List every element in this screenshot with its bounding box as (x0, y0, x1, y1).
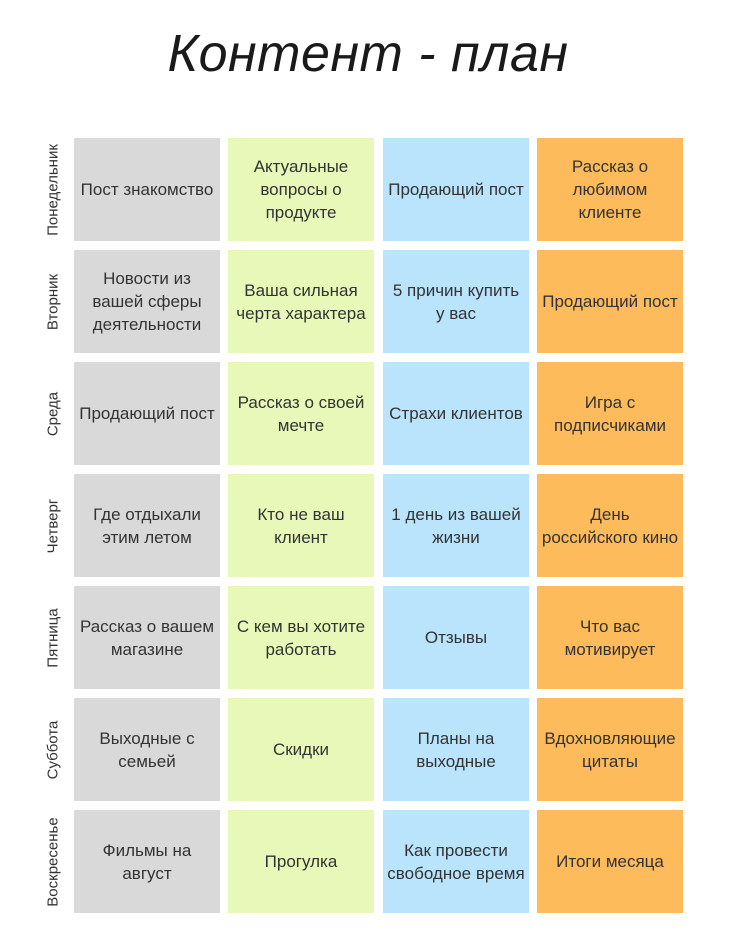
table-cell: 5 причин купить у вас (383, 250, 529, 353)
day-label-text: Понедельник (44, 143, 62, 236)
table-cell: Что вас мотивирует (537, 586, 683, 689)
day-label-text: Пятница (44, 607, 62, 668)
table-row: Среда Продающий пост Рассказ о своей меч… (0, 362, 736, 465)
table-cell: Вдохновляющие цитаты (537, 698, 683, 801)
table-cell: Планы на выходные (383, 698, 529, 801)
day-label: Четверг (38, 474, 68, 577)
day-label-text: Среда (44, 391, 62, 436)
day-label: Вторник (38, 250, 68, 353)
table-row: Пятница Рассказ о вашем магазине С кем в… (0, 586, 736, 689)
table-cell: Ваша сильная черта характера (228, 250, 374, 353)
table-cell: Скидки (228, 698, 374, 801)
table-cell: Отзывы (383, 586, 529, 689)
table-cell: Как провести свободное время (383, 810, 529, 913)
table-cell: Продающий пост (383, 138, 529, 241)
page-title: Контент - план (167, 25, 569, 83)
table-cell: Фильмы на август (74, 810, 220, 913)
table-cell: Новости из вашей сферы деятельности (74, 250, 220, 353)
table-cell: Кто не ваш клиент (228, 474, 374, 577)
table-cell: 1 день из вашей жизни (383, 474, 529, 577)
table-cell: Где отдыхали этим летом (74, 474, 220, 577)
table-cell: Пост знакомство (74, 138, 220, 241)
day-label: Понедельник (38, 138, 68, 241)
day-label: Воскресенье (38, 810, 68, 913)
table-cell: Страхи клиентов (383, 362, 529, 465)
day-label-text: Воскресенье (44, 816, 62, 907)
table-row: Четверг Где отдыхали этим летом Кто не в… (0, 474, 736, 577)
table-cell: С кем вы хотите работать (228, 586, 374, 689)
day-label: Среда (38, 362, 68, 465)
table-row: Воскресенье Фильмы на август Прогулка Ка… (0, 810, 736, 913)
day-label-text: Суббота (44, 720, 62, 779)
table-cell: Рассказ о любимом клиенте (537, 138, 683, 241)
table-cell: Прогулка (228, 810, 374, 913)
table-row: Суббота Выходные с семьей Скидки Планы н… (0, 698, 736, 801)
table-cell: Продающий пост (74, 362, 220, 465)
table-cell: Продающий пост (537, 250, 683, 353)
table-cell: Выходные с семьей (74, 698, 220, 801)
table-row: Вторник Новости из вашей сферы деятельно… (0, 250, 736, 353)
day-label: Пятница (38, 586, 68, 689)
table-cell: Рассказ о вашем магазине (74, 586, 220, 689)
day-label-text: Вторник (44, 273, 62, 330)
day-label: Суббота (38, 698, 68, 801)
table-cell: Итоги месяца (537, 810, 683, 913)
day-label-text: Четверг (44, 498, 62, 553)
table-cell: Рассказ о своей мечте (228, 362, 374, 465)
table-cell: Актуальные вопросы о продукте (228, 138, 374, 241)
table-cell: День российского кино (537, 474, 683, 577)
table-cell: Игра с подписчиками (537, 362, 683, 465)
table-row: Понедельник Пост знакомство Актуальные в… (0, 138, 736, 241)
